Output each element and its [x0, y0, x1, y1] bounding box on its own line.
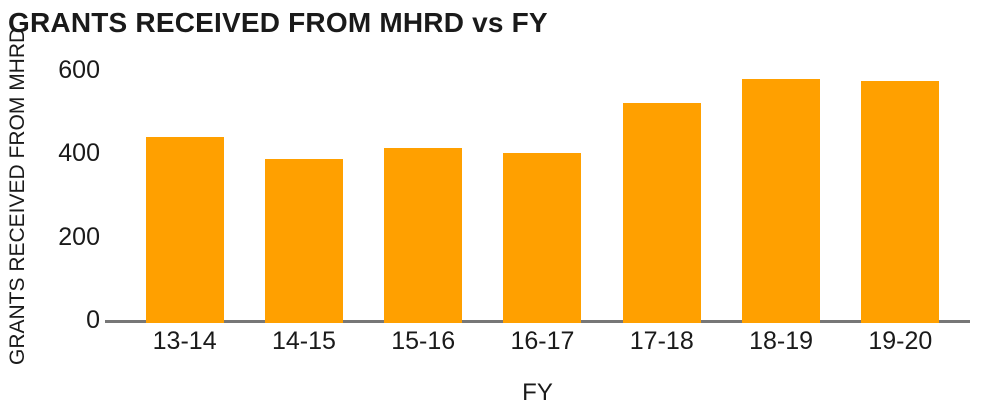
bar-slot-13-14	[125, 136, 244, 323]
bar-slot-15-16	[364, 147, 483, 323]
x-axis-tick-labels: 13-14 14-15 15-16 16-17 17-18 18-19 19-20	[105, 327, 970, 356]
y-tick-label-200: 200	[58, 222, 100, 251]
x-tick-label-19-20: 19-20	[868, 327, 933, 355]
bar-slot-17-18	[602, 103, 721, 323]
bar-slot-18-19	[721, 79, 840, 323]
bar-18-19	[742, 79, 821, 323]
x-tick-label-16-17: 16-17	[510, 327, 575, 355]
x-tick-label-17-18: 17-18	[629, 327, 694, 355]
y-tick-label-400: 400	[58, 139, 100, 168]
y-tick-label-0: 0	[86, 306, 100, 334]
x-axis-title: FY	[522, 379, 553, 406]
y-tick-label-600: 600	[58, 56, 100, 84]
bar-14-15	[264, 159, 343, 323]
chart-title: GRANTS RECEIVED FROM MHRD vs FY	[8, 7, 548, 38]
bar-15-16	[384, 147, 463, 323]
x-tick-label-15-16: 15-16	[391, 327, 456, 355]
bar-slot-19-20	[841, 81, 960, 323]
y-axis-title: GRANTS RECEIVED FROM MHRD	[6, 27, 29, 365]
bar-19-20	[861, 81, 940, 323]
x-tick-label-18-19: 18-19	[749, 327, 814, 355]
bar-slot-16-17	[483, 152, 602, 323]
bar-slot-14-15	[244, 159, 363, 323]
bar-13-14	[145, 136, 224, 323]
x-tick-label-14-15: 14-15	[271, 327, 336, 355]
bar-16-17	[503, 152, 582, 323]
bar-17-18	[622, 103, 701, 323]
plot-area	[105, 70, 970, 323]
x-tick-label-13-14: 13-14	[152, 327, 217, 355]
